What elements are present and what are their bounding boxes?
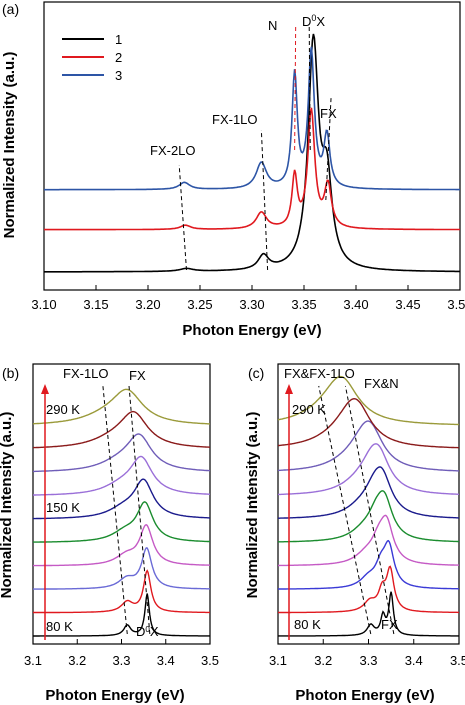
panel-c-ticks: 3.1 3.2 3.3 3.4 3.5: [269, 639, 465, 668]
guide-FX-1LO: [260, 129, 269, 271]
x-tick-label-2: 3.3: [112, 653, 130, 668]
spectrum-0: [33, 593, 210, 637]
legend-label-1: 1: [115, 32, 122, 47]
panel-a-ylabel: Normalized Intensity (a.u.): [1, 52, 18, 239]
x-tick-label-6: 3.40: [343, 297, 368, 312]
spectrum-5: [278, 466, 459, 519]
panel-b-ticks: 3.1 3.2 3.3 3.4 3.5: [24, 639, 219, 668]
panel-b-label: (b): [2, 365, 19, 381]
spectrum-1: [33, 569, 210, 614]
spectrum-3: [278, 514, 460, 567]
annotation-D0X: D0X: [302, 13, 325, 29]
x-tick-label-3: 3.25: [187, 297, 212, 312]
panel-b-label-290K: 290 K: [46, 402, 80, 417]
series-1-line: [44, 33, 460, 273]
guide-fx: [344, 385, 395, 635]
panel-b-annotation-FX: FX: [129, 368, 146, 383]
x-tick-label-0: 3.10: [31, 297, 56, 312]
x-tick-label-1: 3.15: [83, 297, 108, 312]
spectrum-0: [278, 591, 459, 637]
spectrum-9: [32, 388, 210, 425]
x-tick-label-3: 3.4: [405, 653, 423, 668]
panel-c-curves: [277, 375, 460, 637]
panel-c-arrow-head: [285, 384, 293, 394]
panel-c-xlabel: Photon Energy (eV): [295, 687, 434, 704]
panel-b-curves: [32, 385, 211, 637]
x-tick-label-4: 3.5: [450, 653, 465, 668]
series-2-line: [44, 107, 460, 231]
panel-b-arrow-head: [41, 384, 49, 394]
annotation-FX-2LO: FX-2LO: [150, 143, 196, 158]
panel-b-label-150K: 150 K: [46, 500, 80, 515]
x-tick-label-8: 3.50: [447, 297, 465, 312]
x-tick-label-4: 3.5: [201, 653, 219, 668]
guide-FX: [325, 97, 332, 201]
panel-c-annotation-FX-N: FX&N: [364, 376, 399, 391]
spectrum-8: [32, 410, 210, 449]
spectrum-1: [278, 565, 459, 614]
spectrum-7: [33, 433, 211, 473]
spectrum-5: [33, 478, 210, 520]
x-tick-label-1: 3.2: [314, 653, 332, 668]
guide-FX-2LO: [178, 164, 187, 271]
spectrum-4: [33, 501, 210, 543]
panel-b-annotation-FX-1LO: FX-1LO: [63, 366, 109, 381]
guide-lo: [102, 385, 128, 635]
spectrum-6: [33, 455, 211, 496]
x-tick-label-0: 3.1: [269, 653, 287, 668]
spectrum-2: [278, 539, 459, 590]
legend-label-2: 2: [115, 50, 122, 65]
annotation-FX-1LO: FX-1LO: [212, 112, 258, 127]
panel-a-curves: [44, 33, 460, 273]
x-tick-label-1: 3.2: [68, 653, 86, 668]
panel-a-frame: [43, 1, 461, 291]
panel-b-ylabel: Normalized Intensity (a.u.): [0, 412, 15, 599]
panel-c-label-80K: 80 K: [294, 617, 321, 632]
x-tick-label-5: 3.35: [291, 297, 316, 312]
panel-a-ticks: 3.10 3.15 3.20 3.25 3.30 3.35 3.40 3.45 3.50: [31, 285, 465, 312]
spectrum-3: [33, 524, 210, 567]
panel-c-label: (c): [248, 365, 264, 381]
x-tick-label-4: 3.30: [239, 297, 264, 312]
spectrum-8: [277, 397, 459, 449]
x-tick-label-2: 3.20: [135, 297, 160, 312]
x-tick-label-0: 3.1: [24, 653, 42, 668]
panel-a-xlabel: Photon Energy (eV): [182, 322, 321, 339]
panel-b-annotation-D0X: D0X: [136, 624, 159, 639]
panel-a-guides: [178, 24, 332, 271]
spectrum-9: [277, 375, 459, 426]
spectrum-7: [278, 420, 459, 472]
panel-a-label: (a): [2, 1, 19, 17]
panel-a-legend: 1 2 3: [62, 32, 122, 83]
legend-label-3: 3: [115, 68, 122, 83]
x-tick-label-7: 3.45: [395, 297, 420, 312]
panel-c-annotation-FX: FX: [381, 617, 398, 632]
series-3-line: [44, 46, 460, 191]
panel-c-annotation-FX-FX-1LO: FX&FX-1LO: [284, 366, 355, 381]
spectrum-2: [33, 547, 210, 590]
x-tick-label-2: 3.3: [359, 653, 377, 668]
panel-c-label-290K: 290 K: [292, 402, 326, 417]
panel-c-ylabel: Normalized Intensity (a.u.): [244, 412, 261, 599]
panel-b-label-80K: 80 K: [46, 619, 73, 634]
annotation-N: N: [268, 18, 277, 33]
panel-b-xlabel: Photon Energy (eV): [45, 687, 184, 704]
spectrum-4: [277, 490, 459, 543]
annotation-FX: FX: [320, 106, 337, 121]
spectrum-6: [278, 443, 459, 496]
x-tick-label-3: 3.4: [157, 653, 175, 668]
guide-lo: [318, 385, 372, 635]
